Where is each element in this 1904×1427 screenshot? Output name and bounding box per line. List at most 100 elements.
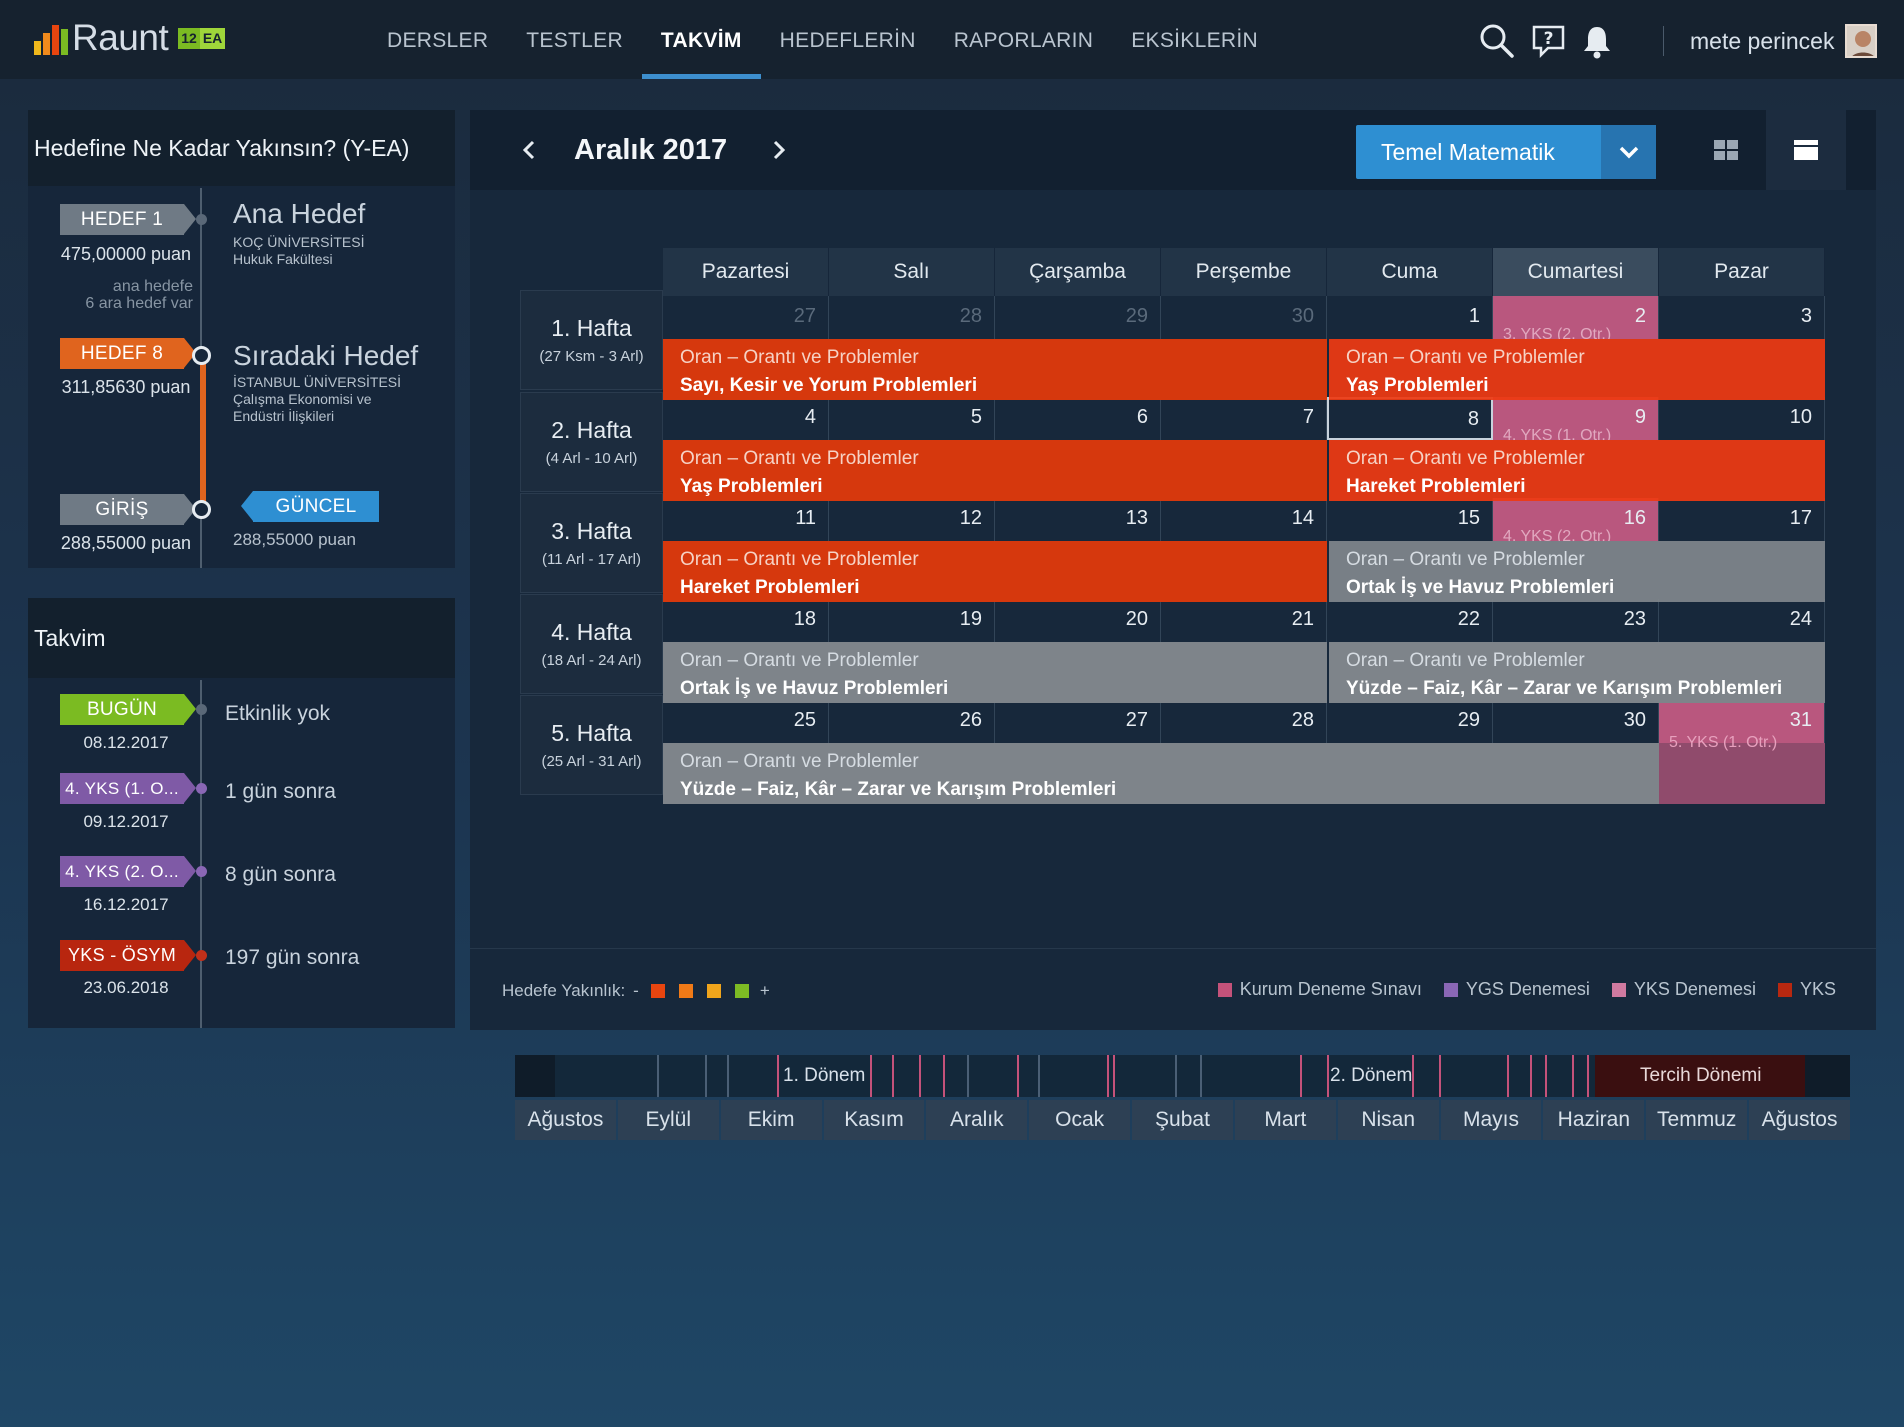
day-cell[interactable]: 30	[1161, 296, 1327, 339]
avatar[interactable]	[1845, 24, 1877, 58]
goal-panel-title: Hedefine Ne Kadar Yakınsın? (Y-EA)	[28, 110, 455, 186]
day-cell[interactable]: 25	[663, 700, 829, 743]
year-timeline[interactable]: 1. Dönem 2. Dönem Tercih Dönemi	[515, 1055, 1850, 1097]
month-tab[interactable]: Ocak	[1029, 1100, 1131, 1140]
list-view-button[interactable]	[1766, 110, 1846, 190]
day-cell-event[interactable]: 9	[1493, 397, 1659, 440]
topic-bar[interactable]: Oran – Orantı ve Problemler Hareket Prob…	[663, 541, 1327, 602]
day-cell[interactable]: 27	[995, 700, 1161, 743]
day-cell[interactable]: 28	[1161, 700, 1327, 743]
donem-1-label: 1. Dönem	[783, 1065, 866, 1086]
month-tab[interactable]: Aralık	[926, 1100, 1028, 1140]
topic-bar[interactable]: Oran – Orantı ve Problemler Yaş Probleml…	[663, 440, 1327, 501]
nav-eksiklerin[interactable]: EKSİKLERİN	[1131, 29, 1258, 52]
topic-bar[interactable]: Oran – Orantı ve Problemler Ortak İş ve …	[663, 642, 1327, 703]
month-tab[interactable]: Şubat	[1132, 1100, 1233, 1140]
topic-bar[interactable]: Oran – Orantı ve Problemler Yaş Probleml…	[1329, 339, 1825, 400]
takvim-tag-2[interactable]: 4. YKS (2. O...	[60, 856, 196, 887]
search-icon[interactable]	[1478, 22, 1516, 60]
day-cell[interactable]: 27	[663, 296, 829, 339]
day-cell-event[interactable]: 31	[1659, 700, 1825, 743]
day-header-fri: Cuma	[1327, 248, 1493, 296]
day-cell[interactable]: 12	[829, 498, 995, 541]
month-tab[interactable]: Mayıs	[1440, 1100, 1542, 1140]
raunt-logo[interactable]: Raunt 12 EA	[34, 17, 226, 58]
username[interactable]: mete perincek	[1690, 28, 1835, 54]
topic-bar[interactable]: Oran – Orantı ve Problemler Sayı, Kesir …	[663, 339, 1327, 400]
month-tab[interactable]: Eylül	[617, 1100, 719, 1140]
goal-note-1: ana hedefe	[112, 278, 193, 295]
day-cell[interactable]: 1	[1327, 296, 1493, 339]
chevron-down-icon[interactable]	[1601, 125, 1656, 179]
takvim-text: 8 gün sonra	[225, 863, 336, 886]
giris-tag[interactable]: GİRİŞ	[60, 494, 196, 525]
month-tab[interactable]: Kasım	[823, 1100, 925, 1140]
month-tab[interactable]: Ekim	[720, 1100, 822, 1140]
month-tab[interactable]: Ağustos	[1749, 1100, 1850, 1140]
month-tab[interactable]: Mart	[1234, 1100, 1336, 1140]
day-cell[interactable]: 26	[829, 700, 995, 743]
day-cell[interactable]: 28	[829, 296, 995, 339]
takvim-tag-1[interactable]: 4. YKS (1. O...	[60, 773, 196, 804]
day-cell[interactable]: 3	[1659, 296, 1825, 339]
day-cell[interactable]: 4	[663, 397, 829, 440]
day-cell[interactable]: 15	[1327, 498, 1493, 541]
timeline-marker	[892, 1055, 894, 1097]
day-cell[interactable]: 18	[663, 599, 829, 642]
prev-month-icon[interactable]	[517, 138, 541, 162]
day-cell[interactable]: 24	[1659, 599, 1825, 642]
day-cell[interactable]: 29	[1327, 700, 1493, 743]
nav-dersler[interactable]: DERSLER	[387, 29, 489, 52]
next-month-icon[interactable]	[767, 138, 791, 162]
topic-subject: Oran – Orantı ve Problemler	[1346, 448, 1585, 469]
topic-bar[interactable]: Oran – Orantı ve Problemler Hareket Prob…	[1329, 440, 1825, 501]
nav-hedeflerin[interactable]: HEDEFLERİN	[779, 29, 916, 52]
day-cell[interactable]: 11	[663, 498, 829, 541]
timeline-marker	[1175, 1055, 1177, 1097]
donem-2-label: 2. Dönem	[1330, 1065, 1413, 1086]
week-range: (18 Arl - 24 Arl)	[541, 652, 642, 669]
hedef8-tag[interactable]: HEDEF 8	[60, 338, 196, 369]
topic-title: Yüzde – Faiz, Kâr – Zarar ve Karışım Pro…	[1346, 678, 1783, 699]
day-cell[interactable]: 20	[995, 599, 1161, 642]
nav-raporlarin[interactable]: RAPORLARIN	[953, 29, 1094, 52]
grid-view-button[interactable]	[1686, 110, 1766, 190]
day-cell[interactable]: 19	[829, 599, 995, 642]
topic-bar[interactable]: Oran – Orantı ve Problemler Ortak İş ve …	[1329, 541, 1825, 602]
day-cell[interactable]: 6	[995, 397, 1161, 440]
nav-testler[interactable]: TESTLER	[526, 29, 623, 52]
month-tab[interactable]: Ağustos	[515, 1100, 616, 1140]
day-cell[interactable]: 29	[995, 296, 1161, 339]
topic-bar[interactable]: Oran – Orantı ve Problemler Yüzde – Faiz…	[1329, 642, 1825, 703]
day-cell[interactable]: 14	[1161, 498, 1327, 541]
proximity-swatch	[678, 984, 693, 998]
legend-item-label: YKS Denemesi	[1633, 979, 1756, 999]
day-cell[interactable]: 7	[1161, 397, 1327, 440]
bell-icon[interactable]	[1578, 22, 1616, 60]
day-cell[interactable]: 10	[1659, 397, 1825, 440]
month-tab[interactable]: Temmuz	[1646, 1100, 1748, 1140]
timeline-marker	[1200, 1055, 1202, 1097]
day-cell-event[interactable]: 16	[1493, 498, 1659, 541]
day-cell[interactable]: 23	[1493, 599, 1659, 642]
month-tab[interactable]: Haziran	[1543, 1100, 1645, 1140]
day-cell[interactable]: 13	[995, 498, 1161, 541]
subject-select[interactable]: Temel Matematik	[1356, 125, 1656, 179]
day-cell[interactable]: 30	[1493, 700, 1659, 743]
help-chat-icon[interactable]: ?	[1530, 22, 1568, 60]
takvim-tag-0[interactable]: BUGÜN	[60, 694, 196, 725]
takvim-tag-3[interactable]: YKS - ÖSYM	[60, 940, 196, 971]
hedef1-tag[interactable]: HEDEF 1	[60, 204, 196, 235]
day-cell[interactable]: 5	[829, 397, 995, 440]
day-cell-event[interactable]: 2	[1493, 296, 1659, 339]
month-tab[interactable]: Nisan	[1337, 1100, 1439, 1140]
guncel-tag[interactable]: GÜNCEL	[241, 491, 379, 522]
day-cell[interactable]: 17	[1659, 498, 1825, 541]
takvim-tag-label: 4. YKS (1. O...	[65, 778, 179, 798]
day-cell-today[interactable]: 8	[1327, 397, 1493, 440]
topic-bar[interactable]: Oran – Orantı ve Problemler Yüzde – Faiz…	[663, 743, 1659, 804]
day-cell[interactable]: 22	[1327, 599, 1493, 642]
day-cell[interactable]: 21	[1161, 599, 1327, 642]
nav-takvim[interactable]: TAKVİM	[641, 0, 761, 79]
topic-title: Yaş Problemleri	[1346, 375, 1489, 396]
